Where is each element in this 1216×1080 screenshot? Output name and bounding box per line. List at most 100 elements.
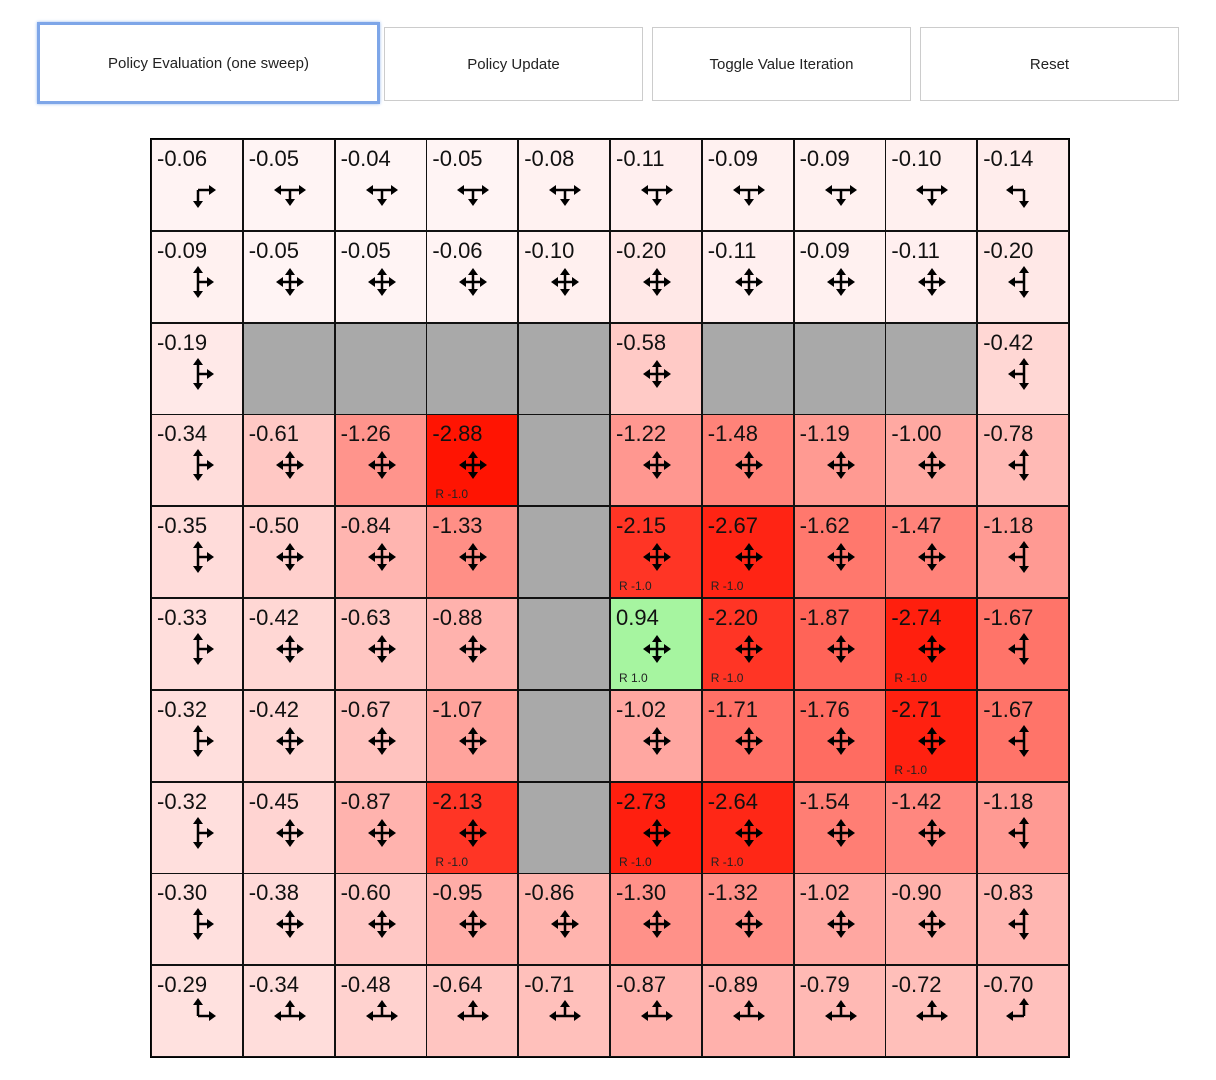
- grid-cell[interactable]: -2.64 R -1.0: [701, 781, 794, 874]
- grid-cell[interactable]: -0.71: [518, 965, 611, 1058]
- wall-cell[interactable]: [518, 322, 611, 415]
- grid-cell[interactable]: -0.32: [151, 781, 243, 874]
- grid-cell[interactable]: -0.86: [518, 873, 611, 966]
- grid-cell[interactable]: -1.48: [701, 414, 794, 507]
- grid-cell[interactable]: -0.09: [793, 139, 886, 231]
- grid-cell[interactable]: -0.78: [977, 414, 1070, 507]
- grid-cell[interactable]: -0.05: [426, 139, 519, 231]
- grid-cell[interactable]: -0.19: [151, 322, 243, 415]
- grid-cell[interactable]: -0.72: [885, 965, 978, 1058]
- wall-cell[interactable]: [701, 322, 794, 415]
- wall-cell[interactable]: [518, 414, 611, 507]
- grid-cell[interactable]: -0.83: [977, 873, 1070, 966]
- grid-cell[interactable]: -0.34: [151, 414, 243, 507]
- grid-cell[interactable]: -1.22: [610, 414, 702, 507]
- grid-cell[interactable]: -0.29: [151, 965, 243, 1058]
- grid-cell[interactable]: -0.79: [793, 965, 886, 1058]
- grid-cell[interactable]: -1.32: [701, 873, 794, 966]
- wall-cell[interactable]: [518, 598, 611, 690]
- grid-cell[interactable]: -0.42: [242, 598, 335, 690]
- policy-update-button[interactable]: Policy Update: [384, 27, 643, 101]
- grid-cell[interactable]: -0.33: [151, 598, 243, 690]
- grid-cell[interactable]: -0.64: [426, 965, 519, 1058]
- grid-cell[interactable]: -0.42: [977, 322, 1070, 415]
- policy-evaluation-button[interactable]: Policy Evaluation (one sweep): [37, 22, 380, 104]
- wall-cell[interactable]: [518, 506, 611, 599]
- grid-cell[interactable]: -0.48: [334, 965, 427, 1058]
- grid-cell[interactable]: -1.62: [793, 506, 886, 599]
- grid-cell[interactable]: -0.87: [334, 781, 427, 874]
- grid-cell[interactable]: -0.34: [242, 965, 335, 1058]
- grid-cell[interactable]: -0.04: [334, 139, 427, 231]
- grid-cell[interactable]: -0.88: [426, 598, 519, 690]
- grid-cell[interactable]: -1.71: [701, 689, 794, 782]
- grid-cell[interactable]: -1.00: [885, 414, 978, 507]
- grid-cell[interactable]: -0.05: [242, 139, 335, 231]
- grid-cell[interactable]: -0.10: [518, 230, 611, 323]
- grid-cell[interactable]: -1.26: [334, 414, 427, 507]
- wall-cell[interactable]: [793, 322, 886, 415]
- wall-cell[interactable]: [518, 689, 611, 782]
- grid-cell[interactable]: -1.30: [610, 873, 702, 966]
- grid-cell[interactable]: -1.54: [793, 781, 886, 874]
- grid-cell[interactable]: -0.58: [610, 322, 702, 415]
- grid-cell[interactable]: -0.84: [334, 506, 427, 599]
- grid-cell[interactable]: -2.88 R -1.0: [426, 414, 519, 507]
- grid-cell[interactable]: -2.74 R -1.0: [885, 598, 978, 690]
- grid-cell[interactable]: -0.14: [977, 139, 1070, 231]
- grid-cell[interactable]: -0.42: [242, 689, 335, 782]
- grid-cell[interactable]: -0.09: [151, 230, 243, 323]
- grid-cell[interactable]: 0.94 R 1.0: [610, 598, 702, 690]
- grid-cell[interactable]: -0.20: [610, 230, 702, 323]
- grid-cell[interactable]: -1.67: [977, 689, 1070, 782]
- grid-cell[interactable]: -1.18: [977, 781, 1070, 874]
- grid-cell[interactable]: -1.02: [793, 873, 886, 966]
- grid-cell[interactable]: -0.11: [701, 230, 794, 323]
- grid-cell[interactable]: -0.05: [242, 230, 335, 323]
- grid-cell[interactable]: -2.67 R -1.0: [701, 506, 794, 599]
- grid-cell[interactable]: -0.45: [242, 781, 335, 874]
- wall-cell[interactable]: [426, 322, 519, 415]
- grid-cell[interactable]: -0.32: [151, 689, 243, 782]
- grid-cell[interactable]: -1.42: [885, 781, 978, 874]
- grid-cell[interactable]: -0.67: [334, 689, 427, 782]
- grid-cell[interactable]: -1.47: [885, 506, 978, 599]
- grid-cell[interactable]: -2.15 R -1.0: [610, 506, 702, 599]
- grid-cell[interactable]: -1.19: [793, 414, 886, 507]
- grid-cell[interactable]: -0.89: [701, 965, 794, 1058]
- grid-cell[interactable]: -0.06: [151, 139, 243, 231]
- grid-cell[interactable]: -2.13 R -1.0: [426, 781, 519, 874]
- grid-cell[interactable]: -0.61: [242, 414, 335, 507]
- grid-cell[interactable]: -0.09: [701, 139, 794, 231]
- grid-cell[interactable]: -0.10: [885, 139, 978, 231]
- grid-cell[interactable]: -1.33: [426, 506, 519, 599]
- grid-cell[interactable]: -0.63: [334, 598, 427, 690]
- wall-cell[interactable]: [334, 322, 427, 415]
- grid-cell[interactable]: -0.11: [885, 230, 978, 323]
- wall-cell[interactable]: [885, 322, 978, 415]
- grid-cell[interactable]: -1.07: [426, 689, 519, 782]
- grid-cell[interactable]: -0.05: [334, 230, 427, 323]
- wall-cell[interactable]: [242, 322, 335, 415]
- grid-cell[interactable]: -0.50: [242, 506, 335, 599]
- grid-cell[interactable]: -0.30: [151, 873, 243, 966]
- grid-cell[interactable]: -1.76: [793, 689, 886, 782]
- grid-cell[interactable]: -0.08: [518, 139, 611, 231]
- grid-cell[interactable]: -1.87: [793, 598, 886, 690]
- wall-cell[interactable]: [518, 781, 611, 874]
- reset-button[interactable]: Reset: [920, 27, 1179, 101]
- grid-cell[interactable]: -0.95: [426, 873, 519, 966]
- toggle-value-iteration-button[interactable]: Toggle Value Iteration: [652, 27, 911, 101]
- grid-cell[interactable]: -0.70: [977, 965, 1070, 1058]
- grid-cell[interactable]: -0.38: [242, 873, 335, 966]
- grid-cell[interactable]: -0.06: [426, 230, 519, 323]
- grid-cell[interactable]: -2.73 R -1.0: [610, 781, 702, 874]
- grid-cell[interactable]: -0.11: [610, 139, 702, 231]
- grid-cell[interactable]: -1.02: [610, 689, 702, 782]
- grid-cell[interactable]: -2.20 R -1.0: [701, 598, 794, 690]
- grid-cell[interactable]: -0.87: [610, 965, 702, 1058]
- grid-cell[interactable]: -0.20: [977, 230, 1070, 323]
- grid-cell[interactable]: -1.18: [977, 506, 1070, 599]
- grid-cell[interactable]: -1.67: [977, 598, 1070, 690]
- grid-cell[interactable]: -0.09: [793, 230, 886, 323]
